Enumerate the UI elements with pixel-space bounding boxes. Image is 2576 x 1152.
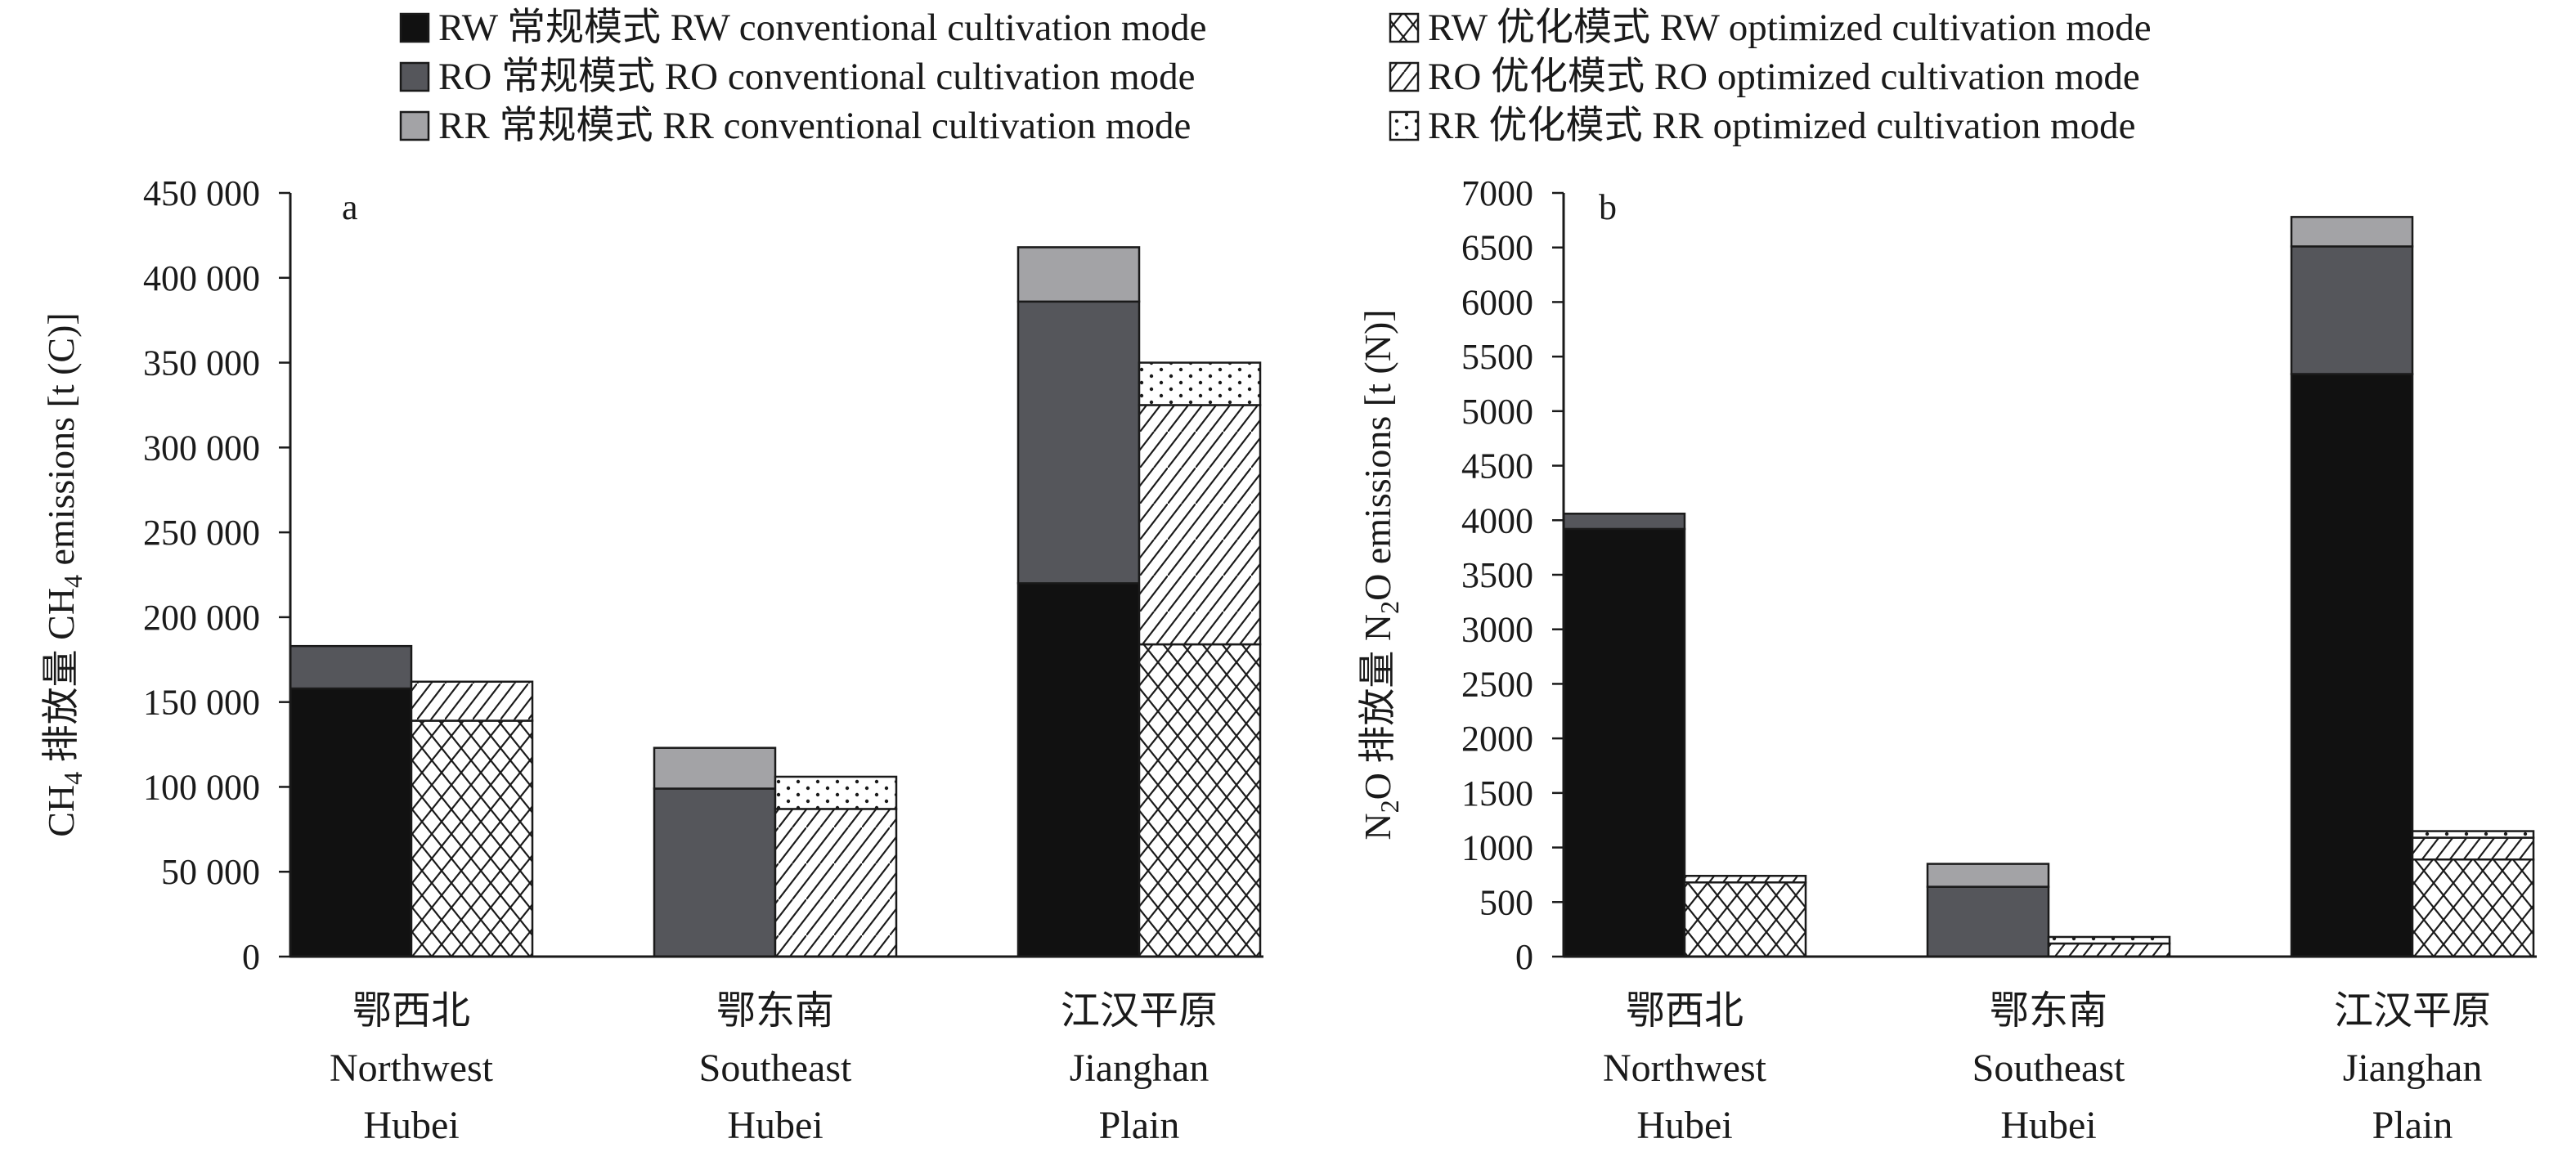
y-tick-label: 100 000 (143, 767, 260, 807)
category-label: 鄂西北 (352, 989, 470, 1033)
legend-swatch (399, 12, 430, 43)
legend-label: RR 优化模式 RR optimized cultivation mode (1428, 105, 2136, 147)
bar-segment-ro-conv (1016, 300, 1141, 585)
y-tick-label: 6000 (1461, 282, 1533, 322)
y-tick-label: 450 000 (143, 173, 260, 213)
bar-segment-ro-opt (1138, 404, 1262, 646)
y-tick-label: 3500 (1461, 555, 1533, 595)
bar-segment-ro-conv (2290, 245, 2414, 375)
panel-letter: b (1599, 187, 1617, 227)
bar-segment-ro-opt (2047, 942, 2171, 958)
category-label: 江汉平原 (1061, 989, 1218, 1033)
category-label: Hubei (727, 1104, 823, 1147)
legend-swatch (1389, 110, 1420, 141)
n2o-emissions-chart: 0 500 1000 1500 2000 2500 3000 3500 4000 4500 5000… (1357, 173, 2537, 1147)
legend-label: RW 优化模式 RW optimized cultivation mode (1428, 7, 2152, 49)
y-axis-title: CH4​ 排放量 CH4​ emissions [t (C)] (40, 312, 88, 837)
y-tick-label: 250 000 (143, 513, 260, 553)
legend-swatch (1389, 12, 1420, 43)
y-tick-label: 0 (242, 937, 260, 977)
y-tick-label: 400 000 (143, 258, 260, 298)
category-label: 鄂东南 (1990, 989, 2107, 1033)
y-tick-label: 200 000 (143, 598, 260, 638)
y-tick-label: 3000 (1461, 610, 1533, 650)
category-label: 鄂东南 (716, 989, 834, 1033)
bar-segment-rw-opt (2411, 858, 2535, 958)
category-label: Northwest (1603, 1047, 1767, 1090)
bar-segment-ro-conv (1562, 513, 1686, 531)
bar-segment-ro-opt (2411, 836, 2535, 861)
category-label: Plain (2372, 1104, 2453, 1147)
legend-swatch (1389, 61, 1420, 92)
y-tick-label: 7000 (1461, 173, 1533, 213)
legend-swatch (399, 110, 430, 141)
legend: RW 常规模式 RW conventional cultivation mode… (399, 7, 2152, 147)
y-axis-title: N2O 排放量 N2O emissions [t (N)] (1357, 309, 1404, 840)
y-tick-label: 300 000 (143, 428, 260, 468)
category-label: Southeast (1972, 1047, 2125, 1090)
legend-label: RO 常规模式 RO conventional cultivation mode (438, 56, 1196, 98)
y-tick-label: 2000 (1461, 719, 1533, 759)
bar-segment-rr-opt (1138, 361, 1262, 406)
bar-segment-ro-conv (289, 644, 413, 690)
y-tick-label: 5500 (1461, 337, 1533, 377)
y-tick-label: 500 (1479, 882, 1533, 922)
y-tick-label: 150 000 (143, 683, 260, 723)
bar-segment-ro-opt (410, 680, 534, 722)
y-tick-label: 350 000 (143, 343, 260, 383)
legend-label: RW 常规模式 RW conventional cultivation mode (438, 7, 1206, 49)
category-label: Hubei (1636, 1104, 1732, 1147)
bar-segment-ro-conv (653, 787, 777, 958)
y-tick-label: 1500 (1461, 773, 1533, 814)
legend-label: RR 常规模式 RR conventional cultivation mode (438, 105, 1191, 147)
bar-segment-rr-conv (2290, 216, 2414, 248)
bar-segment-rr-opt (2047, 935, 2171, 945)
legend-item-rr-conv: RR 常规模式 RR conventional cultivation mode (399, 105, 1191, 147)
bar-segment-rw-conv (1016, 582, 1141, 958)
bar-segment-rr-conv (1016, 246, 1141, 303)
bar-segment-ro-opt (1683, 875, 1807, 884)
bar-segment-ro-conv (1926, 885, 2050, 958)
category-label: Southeast (699, 1047, 852, 1090)
legend-label: RO 优化模式 RO optimized cultivation mode (1428, 56, 2140, 98)
category-label: Plain (1099, 1104, 1180, 1147)
category-label: 江汉平原 (2334, 989, 2491, 1033)
legend-item-ro-opt: RO 优化模式 RO optimized cultivation mode (1389, 56, 2140, 98)
bar-segment-rr-conv (653, 746, 777, 790)
bar-segment-rr-conv (1926, 863, 2050, 888)
legend-item-rw-opt: RW 优化模式 RW optimized cultivation mode (1389, 7, 2152, 49)
legend-item-rr-opt: RR 优化模式 RR optimized cultivation mode (1389, 105, 2136, 147)
y-tick-label: 0 (1515, 937, 1533, 977)
bar-segment-rw-opt (1138, 643, 1262, 958)
category-label: Hubei (2000, 1104, 2096, 1147)
category-label: Hubei (363, 1104, 459, 1147)
bar-segment-rw-conv (289, 687, 413, 958)
bar-segment-rr-opt (2411, 830, 2535, 839)
y-tick-label: 50 000 (161, 852, 260, 892)
y-tick-label: 4000 (1461, 500, 1533, 540)
y-tick-label: 2500 (1461, 664, 1533, 704)
y-tick-label: 4500 (1461, 446, 1533, 486)
bar-segment-rw-opt (410, 719, 534, 958)
category-label: Jianghan (1070, 1047, 1209, 1090)
bar-segment-rw-opt (1683, 881, 1807, 958)
y-tick-label: 6500 (1461, 228, 1533, 268)
category-label: Jianghan (2343, 1047, 2483, 1090)
bar-segment-rr-opt (774, 775, 898, 810)
bar-segment-rw-conv (2290, 373, 2414, 958)
ch4-emissions-chart: 0 50 000 100 000 150 000 200 000 250 000 300 0… (40, 173, 1263, 1147)
legend-item-ro-conv: RO 常规模式 RO conventional cultivation mode (399, 56, 1196, 98)
category-label: Northwest (330, 1047, 494, 1090)
bar-segment-rw-conv (1562, 527, 1686, 958)
bar-segment-ro-opt (774, 808, 898, 958)
category-label: 鄂西北 (1626, 989, 1744, 1033)
y-tick-label: 5000 (1461, 392, 1533, 432)
legend-item-rw-conv: RW 常规模式 RW conventional cultivation mode (399, 7, 1206, 49)
panel-letter: a (342, 187, 358, 227)
y-tick-label: 1000 (1461, 828, 1533, 868)
legend-swatch (399, 61, 430, 92)
